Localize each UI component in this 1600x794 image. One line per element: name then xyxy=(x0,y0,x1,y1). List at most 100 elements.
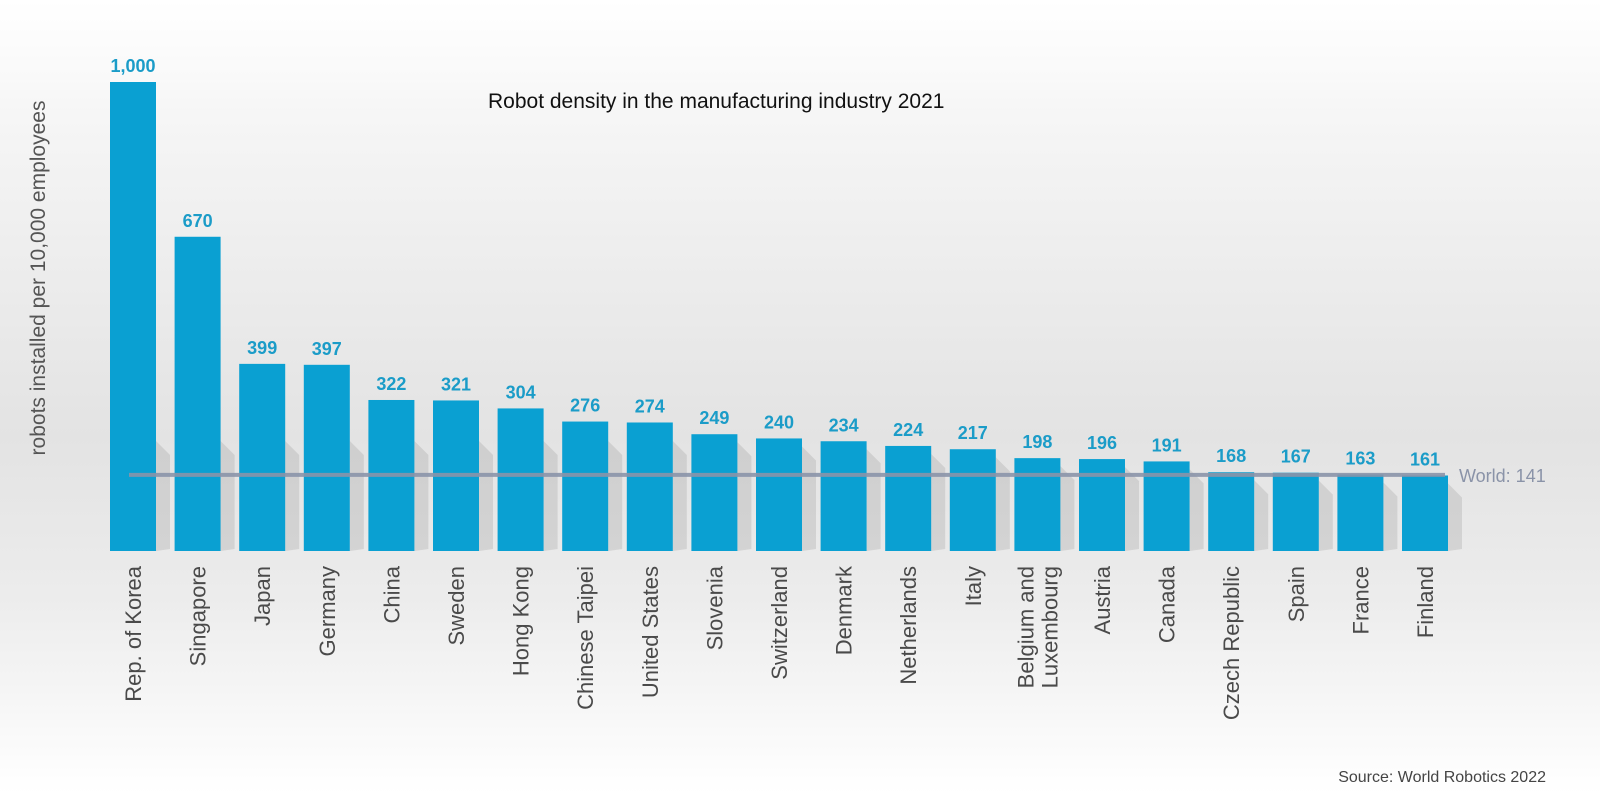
category-label-finland: Finland xyxy=(1413,566,1438,638)
value-label-canada: 191 xyxy=(1152,435,1182,455)
category-label-france: France xyxy=(1348,566,1373,634)
value-label-slovenia: 249 xyxy=(699,408,729,428)
category-label-line: Luxembourg xyxy=(1037,566,1062,688)
bar-shadow-sweden xyxy=(479,441,493,551)
category-label-line: Switzerland xyxy=(767,566,792,680)
bar-shadow-singapore xyxy=(220,441,235,551)
bar-spain xyxy=(1272,472,1319,551)
category-label-belgium-and-luxembourg: Belgium and Luxembourg xyxy=(1013,566,1062,688)
value-label-italy: 217 xyxy=(958,423,988,443)
value-label-spain: 167 xyxy=(1281,447,1311,467)
value-label-czech-republic: 168 xyxy=(1216,446,1246,466)
world-average-label: World: 141 xyxy=(1459,466,1546,486)
bar-france xyxy=(1337,474,1384,551)
value-label-netherlands: 224 xyxy=(893,420,923,440)
bar-shadow-chinese-taipei xyxy=(608,441,623,551)
bar-shadow-switzerland xyxy=(802,446,816,551)
bar-shadow-rep-of-korea xyxy=(156,441,170,551)
category-labels: Rep. of Korea Singapore Japan Germany China S… xyxy=(121,565,1438,720)
category-label-line: Austria xyxy=(1090,565,1115,634)
category-label-switzerland: Switzerland xyxy=(767,566,792,680)
bar-italy xyxy=(949,449,996,551)
value-label-chinese-taipei: 276 xyxy=(570,396,600,416)
category-label-line: United States xyxy=(638,566,663,698)
bar-belgium-and-luxembourg xyxy=(1014,458,1061,551)
chart-title: Robot density in the manufacturing indus… xyxy=(488,90,944,113)
category-label-line: Canada xyxy=(1155,565,1180,643)
bar-shadow-hong-kong xyxy=(543,441,558,551)
bar-shadow-austria xyxy=(1125,467,1139,551)
category-label-line: France xyxy=(1348,566,1373,634)
bar-hong-kong xyxy=(497,408,544,551)
bar-shadow-denmark xyxy=(866,449,881,551)
value-label-china: 322 xyxy=(376,374,406,394)
value-label-austria: 196 xyxy=(1087,433,1117,453)
category-label-line: Singapore xyxy=(186,566,211,666)
bar-shadow-china xyxy=(414,441,429,551)
category-label-spain: Spain xyxy=(1284,566,1309,622)
bars xyxy=(110,82,1448,551)
category-label-singapore: Singapore xyxy=(186,566,211,666)
category-label-japan: Japan xyxy=(250,566,275,626)
category-label-rep-of-korea: Rep. of Korea xyxy=(121,565,146,702)
value-label-japan: 399 xyxy=(247,338,277,358)
bar-chinese-taipei xyxy=(562,421,609,551)
value-label-switzerland: 240 xyxy=(764,412,794,432)
value-label-belgium-and-luxembourg: 198 xyxy=(1022,432,1052,452)
category-label-line: Rep. of Korea xyxy=(121,565,146,702)
category-label-line: Belgium and xyxy=(1013,566,1038,688)
bar-shadow-united-states xyxy=(672,441,687,551)
category-label-line: Sweden xyxy=(444,566,469,646)
category-label-sweden: Sweden xyxy=(444,566,469,646)
category-label-line: Chinese Taipei xyxy=(573,566,598,710)
bar-shadow-netherlands xyxy=(931,453,946,551)
bar-shadow-germany xyxy=(349,441,364,551)
bar-shadow-france xyxy=(1383,482,1398,551)
category-label-line: Czech Republic xyxy=(1219,566,1244,720)
bar-shadow-spain xyxy=(1318,480,1333,551)
value-label-denmark: 234 xyxy=(829,415,859,435)
category-label-line: Spain xyxy=(1284,566,1309,622)
value-labels: 1,000 670 399 397 322 321 304 276 274 249 240 234 22… xyxy=(110,56,1440,469)
bar-shadow-canada xyxy=(1189,469,1204,551)
bar-germany xyxy=(303,364,350,551)
category-label-chinese-taipei: Chinese Taipei xyxy=(573,566,598,710)
category-label-denmark: Denmark xyxy=(832,565,857,655)
value-label-finland: 161 xyxy=(1410,449,1440,469)
y-axis-label: robots installed per 10,000 employees xyxy=(27,101,50,456)
category-label-austria: Austria xyxy=(1090,565,1115,634)
category-label-czech-republic: Czech Republic xyxy=(1219,566,1244,720)
bar-united-states xyxy=(626,422,673,551)
value-label-hong-kong: 304 xyxy=(506,382,536,402)
category-label-line: Japan xyxy=(250,566,275,626)
category-label-hong-kong: Hong Kong xyxy=(509,566,534,676)
category-label-line: China xyxy=(379,565,404,623)
category-label-line: Hong Kong xyxy=(509,566,534,676)
category-label-china: China xyxy=(379,565,404,623)
category-label-united-states: United States xyxy=(638,566,663,698)
category-label-line: Slovenia xyxy=(702,565,727,650)
category-label-netherlands: Netherlands xyxy=(896,566,921,685)
bar-shadow-slovenia xyxy=(737,442,752,551)
bar-austria xyxy=(1079,459,1125,551)
bar-shadow-japan xyxy=(285,441,300,551)
bar-shadow-czech-republic xyxy=(1254,480,1269,551)
bar-czech-republic xyxy=(1208,472,1255,551)
category-label-canada: Canada xyxy=(1155,565,1180,643)
bar-japan xyxy=(239,363,286,551)
bar-slovenia xyxy=(691,434,738,551)
value-label-singapore: 670 xyxy=(183,211,213,231)
bar-finland xyxy=(1402,475,1448,551)
bar-shadow-italy xyxy=(995,457,1010,551)
category-label-line: Finland xyxy=(1413,566,1438,638)
bar-singapore xyxy=(174,236,221,551)
category-label-line: Netherlands xyxy=(896,566,921,685)
bar-shadow-belgium-and-luxembourg xyxy=(1060,466,1075,551)
category-label-italy: Italy xyxy=(961,566,986,606)
category-label-slovenia: Slovenia xyxy=(702,565,727,650)
bar-shadows xyxy=(156,441,1462,551)
category-label-line: Denmark xyxy=(832,565,857,655)
category-label-germany: Germany xyxy=(315,566,340,656)
value-label-sweden: 321 xyxy=(441,374,471,394)
